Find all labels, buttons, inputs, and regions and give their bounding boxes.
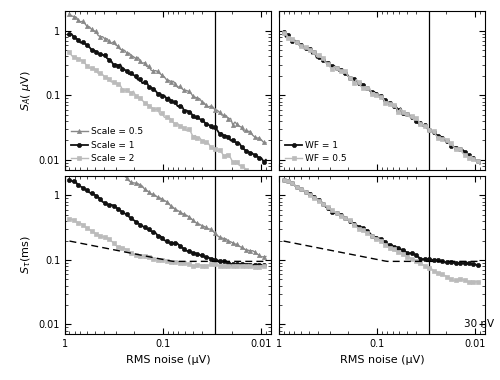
Scale = 0.5 [234, 122, 240, 127]
WF = 0.5 [283, 30, 289, 35]
Scale = 1 [263, 158, 269, 162]
Line: Scale = 1: Scale = 1 [68, 32, 268, 164]
WF = 1 [280, 30, 286, 35]
WF = 0.5 [280, 31, 286, 35]
X-axis label: RMS noise (μV): RMS noise (μV) [126, 355, 210, 365]
WF = 0.5 [342, 68, 348, 73]
Scale = 2 [254, 176, 260, 180]
Scale = 1 [66, 32, 72, 36]
Y-axis label: $S_\tau$(ms): $S_\tau$(ms) [20, 236, 33, 274]
WF = 0.5 [477, 162, 483, 167]
Scale = 2 [230, 160, 236, 165]
Text: 30 nV: 30 nV [464, 319, 494, 329]
Scale = 2 [234, 160, 240, 164]
Scale = 0.5 [204, 103, 210, 108]
Y-axis label: $S_A$( $\mu$V): $S_A$( $\mu$V) [19, 70, 33, 111]
Scale = 1 [254, 154, 260, 158]
X-axis label: RMS noise (μV): RMS noise (μV) [340, 355, 424, 365]
Scale = 1 [260, 159, 266, 164]
Line: Scale = 2: Scale = 2 [68, 51, 268, 184]
WF = 1 [477, 162, 483, 166]
WF = 1 [340, 70, 346, 75]
Scale = 1 [126, 72, 132, 76]
Scale = 2 [126, 89, 132, 94]
Scale = 2 [263, 180, 269, 184]
Legend: WF = 1, WF = 0.5: WF = 1, WF = 0.5 [284, 139, 348, 165]
Scale = 1 [230, 138, 236, 142]
Scale = 2 [93, 68, 99, 73]
Scale = 1 [204, 122, 210, 127]
Scale = 0.5 [230, 122, 236, 127]
Scale = 2 [204, 140, 210, 145]
Line: Scale = 0.5: Scale = 0.5 [68, 12, 268, 145]
Scale = 1 [93, 49, 99, 54]
Line: WF = 1: WF = 1 [282, 30, 482, 166]
WF = 1 [307, 47, 313, 52]
WF = 1 [448, 143, 454, 148]
WF = 0.5 [420, 122, 426, 127]
Line: WF = 0.5: WF = 0.5 [282, 31, 482, 166]
Scale = 0.5 [93, 29, 99, 34]
Scale = 2 [66, 50, 72, 55]
WF = 0.5 [470, 157, 476, 161]
Legend: Scale = 0.5, Scale = 1, Scale = 2: Scale = 0.5, Scale = 1, Scale = 2 [70, 125, 145, 165]
Scale = 0.5 [126, 51, 132, 55]
Scale = 0.5 [66, 11, 72, 16]
WF = 0.5 [446, 142, 452, 146]
WF = 1 [468, 156, 474, 160]
WF = 0.5 [310, 49, 316, 54]
WF = 1 [418, 121, 424, 126]
Scale = 0.5 [254, 136, 260, 140]
Scale = 1 [234, 141, 240, 145]
WF = 1 [444, 139, 450, 144]
Scale = 0.5 [263, 141, 269, 145]
WF = 0.5 [450, 144, 456, 149]
